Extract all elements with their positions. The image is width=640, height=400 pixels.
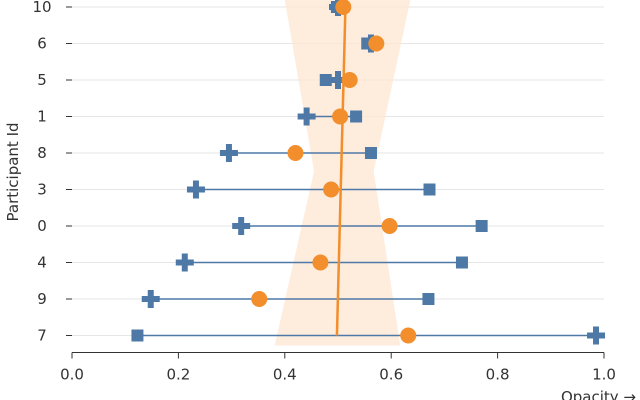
cross-marker-3 xyxy=(186,180,205,199)
x-tick-label-0.2: 0.2 xyxy=(166,366,190,384)
square-marker-1 xyxy=(350,110,363,123)
circle-marker-3 xyxy=(323,181,340,198)
circle-marker-10 xyxy=(335,0,352,15)
square-marker-8 xyxy=(364,147,377,159)
square-marker-7 xyxy=(131,329,144,342)
cross-marker-7 xyxy=(587,326,606,345)
y-tick-label-7: 7 xyxy=(37,327,47,345)
y-tick-label-9: 9 xyxy=(37,290,47,308)
x-tick-label-0.8: 0.8 xyxy=(486,366,510,384)
circle-marker-5 xyxy=(341,72,358,88)
axes: 0.0 0.2 0.4 0.6 0.8 1.0 10 6 5 1 8 3 0 4 9 7 xyxy=(32,0,615,384)
circle-marker-0 xyxy=(381,218,398,234)
circle-marker-9 xyxy=(251,291,268,307)
y-tick-label-8: 8 xyxy=(37,144,47,162)
y-tick-label-10: 10 xyxy=(32,0,51,16)
x-tick-label-0.0: 0.0 xyxy=(60,366,84,384)
square-marker-4 xyxy=(455,256,468,269)
square-marker-3 xyxy=(423,183,436,196)
y-tick-label-1: 1 xyxy=(37,108,47,126)
circle-marker-4 xyxy=(312,254,329,271)
circle-marker-7 xyxy=(400,327,417,344)
regression-line-path xyxy=(335,6,347,336)
cross-marker-5 xyxy=(329,71,347,89)
x-tick-label-0.4: 0.4 xyxy=(273,366,297,384)
circle-marker-1 xyxy=(332,108,349,125)
x-axis-title: Opacity → xyxy=(561,388,636,400)
y-tick-label-5: 5 xyxy=(37,71,47,89)
x-tick-label-0.6: 0.6 xyxy=(379,366,403,384)
circle-marker-8 xyxy=(287,145,304,161)
cross-marker-8 xyxy=(219,144,238,162)
circle-marker-6 xyxy=(368,35,385,52)
data-marks xyxy=(131,0,606,345)
y-tick-label-0: 0 xyxy=(37,217,47,235)
square-marker-5 xyxy=(319,74,332,86)
regression-line xyxy=(335,6,347,336)
y-tick-label-6: 6 xyxy=(37,35,47,53)
y-tick-label-4: 4 xyxy=(37,254,47,272)
cross-marker-1 xyxy=(297,107,316,126)
square-marker-9 xyxy=(422,293,435,305)
y-axis-title: Participant Id xyxy=(4,122,22,221)
confidence-band-area xyxy=(274,0,411,346)
cross-marker-0 xyxy=(232,217,251,235)
cross-marker-9 xyxy=(141,290,160,308)
confidence-band xyxy=(274,0,411,346)
square-marker-0 xyxy=(475,220,488,232)
y-tick-label-3: 3 xyxy=(37,181,47,199)
x-tick-label-1.0: 1.0 xyxy=(592,366,616,384)
cross-marker-4 xyxy=(175,253,194,272)
